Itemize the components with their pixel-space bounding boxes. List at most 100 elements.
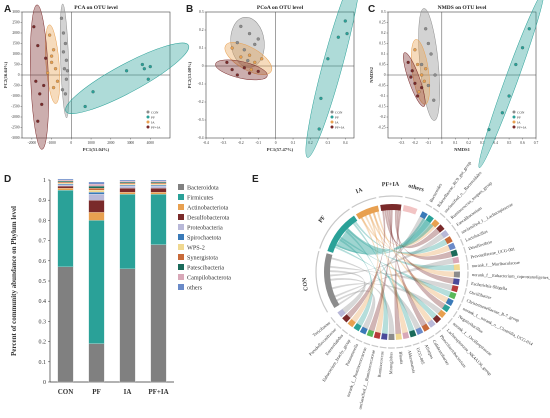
legend-marker: [512, 110, 516, 114]
legend-swatch: [178, 284, 184, 290]
taxon-outer-ring: [445, 218, 452, 225]
data-point: [51, 48, 56, 52]
y-tick-label: 2500: [12, 21, 19, 25]
data-point: [148, 64, 152, 69]
data-point: [242, 48, 246, 52]
data-point: [235, 40, 239, 45]
data-point: [413, 48, 417, 52]
data-point: [426, 83, 430, 88]
chart-title: PCA on OTU level: [74, 5, 118, 11]
confidence-ellipse-pf: [65, 42, 190, 114]
x-tick-label: 0: [70, 141, 72, 145]
taxon-outer-ring: [439, 212, 446, 219]
taxon-arc: [452, 256, 460, 264]
data-point: [34, 79, 38, 83]
bar-segment: [150, 182, 167, 185]
group-outer-ring: [351, 197, 377, 209]
bar-segment: [57, 184, 74, 187]
data-point: [53, 67, 58, 71]
data-point: [413, 81, 417, 86]
data-point: [64, 58, 69, 62]
y-tick-label: -0.1: [198, 82, 204, 86]
taxon-arc: [421, 323, 430, 332]
data-point: [256, 69, 260, 74]
bar-segment: [57, 183, 74, 186]
y-tick-label: 0.9: [39, 198, 47, 204]
x-tick-label: 0: [275, 141, 277, 145]
x-tick-label: 0.5: [507, 141, 512, 145]
chord-ribbon: [334, 246, 437, 319]
x-tick-label: -0.2: [238, 141, 244, 145]
legend-label: PF+IA: [517, 125, 527, 129]
x-tick-label: 0.2: [308, 141, 313, 145]
group-arc-pf: [327, 215, 358, 253]
chord-ribbon: [338, 216, 425, 305]
taxon-label: norank_f__Muribaculaceae: [472, 260, 521, 268]
taxon-arc: [437, 309, 446, 318]
data-point: [253, 42, 257, 47]
legend-label: IA: [151, 120, 155, 124]
taxon-arc: [395, 333, 402, 340]
y-tick-label: -3000: [11, 136, 20, 140]
data-point: [246, 58, 250, 63]
data-point: [406, 60, 410, 65]
data-point: [420, 73, 424, 77]
legend-marker: [330, 115, 334, 119]
legend-label: Synergistota: [187, 254, 218, 261]
legend-marker: [146, 125, 150, 129]
taxon-arc: [445, 298, 454, 306]
taxon-label: UCG-005: [415, 347, 425, 366]
data-point: [247, 71, 252, 75]
panel-letter-b: B: [186, 4, 194, 15]
y-tick-label: 3000: [12, 10, 19, 14]
y-tick-label: -0.1: [380, 94, 386, 98]
y-tick-label: 0.25: [379, 21, 385, 25]
confidence-ellipse-ia: [45, 24, 61, 104]
taxon-outer-ring: [371, 344, 379, 348]
bar-segment: [57, 182, 74, 185]
group-label: others: [407, 183, 425, 193]
y-tick-label: 0: [18, 73, 20, 77]
data-point: [59, 16, 64, 20]
taxon-outer-ring: [456, 231, 461, 239]
bar-segment: [150, 184, 167, 187]
data-point: [242, 66, 246, 70]
y-tick-label: 1500: [12, 42, 19, 46]
data-point: [91, 90, 95, 94]
data-point: [415, 94, 420, 98]
legend-marker: [512, 125, 516, 129]
taxon-outer-ring: [451, 224, 457, 231]
bar-segment: [88, 181, 105, 185]
y-tick-label: 0.7: [39, 239, 47, 245]
panel-letter-c: C: [368, 4, 376, 15]
data-point: [42, 83, 46, 88]
legend-label: Proteobacteria: [187, 224, 223, 231]
data-point: [500, 111, 504, 115]
y-tick-label: -0.25: [378, 126, 386, 130]
chord-ribbon: [394, 210, 402, 335]
legend-label: CON: [335, 110, 343, 114]
legend-label: Campilobacterota: [187, 274, 231, 281]
data-point: [432, 98, 436, 102]
taxon-arc: [419, 211, 428, 220]
legend-label: Desulfobacterota: [187, 214, 230, 221]
taxon-arc: [452, 278, 460, 286]
bar-segment: [150, 185, 167, 189]
y-tick-label: -0.2: [198, 100, 204, 104]
bar-segment: [150, 180, 167, 183]
taxon-outer-ring: [425, 203, 433, 208]
data-point: [487, 127, 491, 132]
legend-label: WPS-2: [187, 244, 205, 251]
x-tick-label: -2000: [28, 141, 37, 145]
data-point: [336, 35, 340, 39]
data-point: [424, 27, 428, 31]
data-point: [49, 54, 54, 58]
panel-letter-a: A: [4, 4, 12, 15]
panel-letter-e: E: [252, 174, 259, 185]
bar-segment: [119, 179, 136, 182]
data-point: [326, 57, 330, 61]
data-point: [61, 50, 66, 54]
data-point: [247, 32, 252, 36]
taxon-arc: [415, 327, 424, 335]
y-tick-label: 0.8: [39, 218, 47, 224]
